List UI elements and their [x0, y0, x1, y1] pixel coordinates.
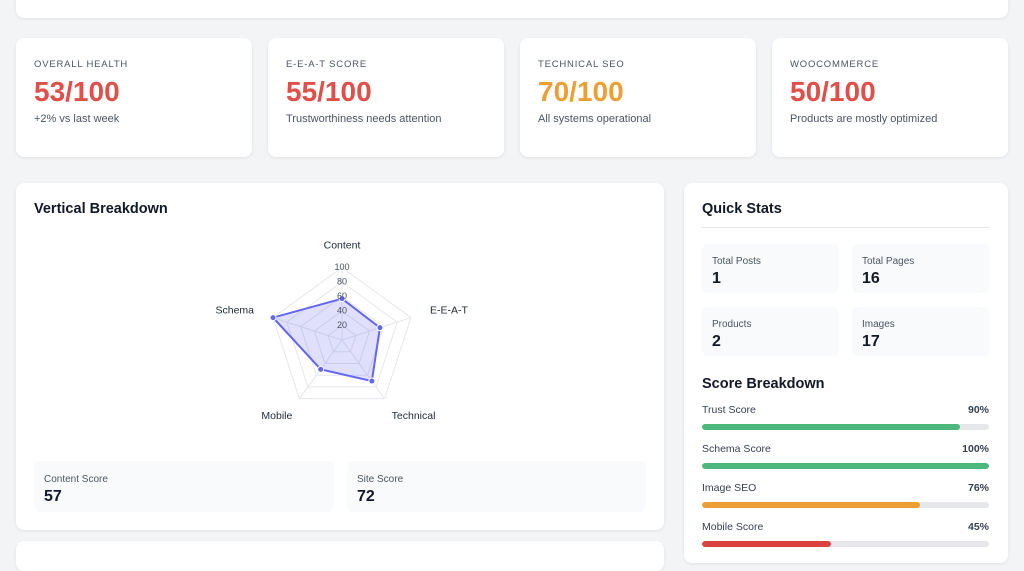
stat-box: Total Posts 1 [702, 244, 839, 293]
score-label: Schema Score [702, 443, 771, 455]
stat-box-value: 17 [862, 333, 880, 350]
score-bar [702, 424, 961, 430]
stat-value: 53/100 [34, 76, 120, 107]
score-track [702, 424, 989, 430]
score-track [702, 541, 989, 547]
stat-box-value: 16 [862, 270, 880, 287]
score-label: Content Score [44, 474, 108, 485]
stat-label: TECHNICAL SEO [538, 59, 625, 70]
stat-label: WOOCOMMERCE [790, 59, 880, 70]
stat-box: Total Pages 16 [852, 244, 989, 293]
score-value: 57 [44, 488, 62, 505]
score-value: 72 [357, 488, 375, 505]
score-label: Image SEO [702, 482, 757, 494]
section-title: Score Breakdown [702, 376, 825, 392]
stat-note: Trustworthiness needs attention [286, 113, 442, 125]
panel-title: Quick Stats [702, 201, 782, 217]
stat-box-label: Images [862, 319, 895, 330]
score-label: Mobile Score [702, 521, 764, 533]
stat-note: +2% vs last week [34, 113, 120, 125]
stat-box: Images 17 [852, 307, 989, 356]
bottom-card [16, 541, 664, 571]
stat-card: WOOCOMMERCE 50/100 Products are mostly opt… [772, 38, 1008, 157]
stat-card: TECHNICAL SEO 70/100 All systems operation… [520, 38, 756, 157]
stat-card: OVERALL HEALTH 53/100 +2% vs last week [16, 38, 252, 157]
score-bar [702, 502, 921, 508]
stat-value: 55/100 [286, 76, 372, 107]
stat-box-label: Products [712, 319, 752, 330]
score-bar [702, 541, 832, 547]
divider [702, 227, 990, 228]
score-percent: 45% [967, 521, 989, 533]
stat-label: OVERALL HEALTH [34, 59, 129, 70]
page: {"stat_cards": [ {"label": "OVERALL HEAL… [16, 0, 1008, 571]
stat-box-value: 1 [712, 270, 721, 287]
stat-box-label: Total Posts [712, 256, 761, 267]
score-label: Trust Score [702, 404, 756, 416]
stat-value: 50/100 [790, 76, 876, 107]
stat-value: 70/100 [538, 76, 624, 107]
score-label: Site Score [357, 474, 404, 485]
score-box: Site Score 72 [347, 461, 646, 512]
score-box: Content Score 57 [34, 461, 334, 512]
score-track [702, 502, 989, 508]
stat-card: E-E-A-T SCORE 55/100 Trustworthiness needs… [268, 38, 504, 157]
panel-title: Vertical Breakdown [34, 201, 168, 217]
body: Vertical Breakdown Quick Stats Score Bre… [16, 0, 1008, 571]
score-percent: 76% [967, 482, 989, 494]
top-bar [16, 0, 1008, 18]
stat-note: All systems operational [538, 113, 652, 125]
score-bar [702, 463, 989, 469]
stat-box-value: 2 [712, 333, 721, 350]
score-percent: 100% [962, 443, 989, 455]
stat-box-label: Total Pages [862, 256, 915, 267]
stat-label: E-E-A-T SCORE [286, 59, 367, 70]
score-percent: 90% [967, 404, 989, 416]
stat-note: Products are mostly optimized [790, 113, 938, 125]
stat-box: Products 2 [702, 307, 839, 356]
score-track [702, 463, 989, 469]
